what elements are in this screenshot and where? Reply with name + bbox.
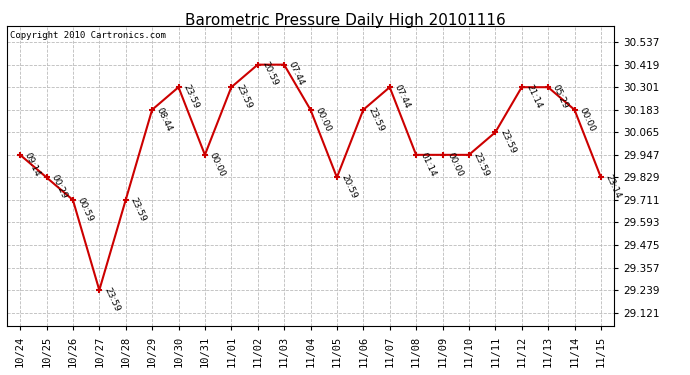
Text: 05:29: 05:29 (551, 83, 570, 110)
Text: Copyright 2010 Cartronics.com: Copyright 2010 Cartronics.com (10, 31, 166, 40)
Text: 09:14: 09:14 (23, 151, 42, 178)
Text: 20:59: 20:59 (261, 60, 279, 88)
Text: 20:59: 20:59 (339, 173, 359, 200)
Text: 23:59: 23:59 (472, 151, 491, 178)
Text: 00:59: 00:59 (76, 196, 95, 223)
Text: 00:00: 00:00 (578, 106, 596, 133)
Text: 23:59: 23:59 (102, 286, 121, 313)
Text: 23:59: 23:59 (498, 128, 517, 155)
Text: 00:29: 00:29 (49, 173, 68, 200)
Text: 23:59: 23:59 (234, 83, 253, 110)
Text: 07:44: 07:44 (287, 60, 306, 87)
Text: 23:59: 23:59 (181, 83, 200, 110)
Text: 07:44: 07:44 (393, 83, 411, 110)
Text: 01:14: 01:14 (419, 151, 438, 178)
Text: 00:00: 00:00 (208, 151, 227, 178)
Text: 23:59: 23:59 (128, 196, 148, 223)
Text: 23:14: 23:14 (604, 173, 622, 200)
Text: Barometric Pressure Daily High 20101116: Barometric Pressure Daily High 20101116 (185, 13, 505, 28)
Text: 00:00: 00:00 (313, 106, 333, 133)
Text: 21:14: 21:14 (524, 83, 544, 110)
Text: 00:00: 00:00 (445, 151, 464, 178)
Text: 23:59: 23:59 (366, 106, 385, 133)
Text: 08:44: 08:44 (155, 106, 174, 133)
